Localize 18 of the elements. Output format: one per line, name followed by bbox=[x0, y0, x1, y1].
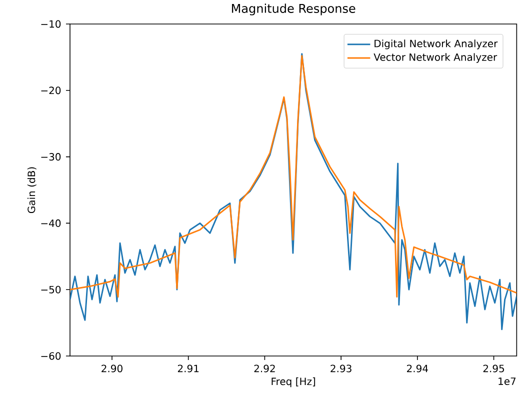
chart-title: Magnitude Response bbox=[232, 4, 356, 16]
y-axis-title: Gain (dB) bbox=[27, 167, 36, 214]
x-axis-title: Freq [Hz] bbox=[272, 377, 316, 388]
legend-label: Digital Network Analyzer bbox=[374, 40, 498, 50]
y-tick-label: −50 bbox=[41, 286, 61, 294]
x-tick-label: 2.92 bbox=[254, 364, 275, 372]
y-tick-label: −40 bbox=[41, 219, 61, 227]
y-tick-label: −10 bbox=[41, 20, 61, 28]
x-tick-label: 2.95 bbox=[483, 364, 504, 372]
y-tick-label: −60 bbox=[41, 352, 61, 360]
legend-label: Vector Network Analyzer bbox=[374, 53, 498, 63]
x-tick-label: 2.91 bbox=[178, 364, 199, 372]
y-tick-label: −20 bbox=[41, 86, 61, 94]
text: 1e7 bbox=[498, 378, 516, 386]
x-tick-label: 2.94 bbox=[407, 364, 428, 372]
x-tick-label: 2.90 bbox=[102, 364, 122, 372]
y-tick-label: −30 bbox=[41, 153, 61, 161]
x-tick-label: 2.93 bbox=[330, 364, 352, 372]
